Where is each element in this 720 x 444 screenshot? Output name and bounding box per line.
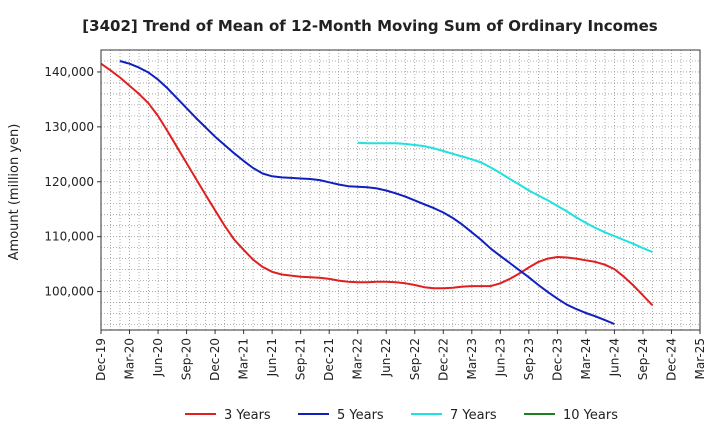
y-axis-label: Amount (million yen) — [7, 124, 22, 261]
series-line-3-years — [100, 62, 654, 306]
x-tick-label: Sep-24 — [636, 338, 650, 380]
x-tick-label: Dec-24 — [664, 338, 678, 381]
y-tick-label: 130,000 — [44, 120, 94, 134]
x-tick-label: Sep-20 — [180, 338, 194, 380]
y-tick-label: 110,000 — [44, 230, 94, 244]
legend-label-10-years: 10 Years — [563, 408, 618, 423]
series-line-7-years — [357, 141, 653, 253]
x-tick-label: Jun-21 — [265, 338, 279, 377]
x-tick-label: Dec-21 — [322, 338, 336, 381]
x-tick-label: Mar-25 — [693, 338, 707, 379]
legend-label-5-years: 5 Years — [337, 408, 384, 423]
x-tick-label: Mar-21 — [237, 338, 251, 379]
x-tick-label: Mar-22 — [351, 338, 365, 379]
y-tick-label: 120,000 — [44, 175, 94, 189]
y-tick-label: 100,000 — [44, 285, 94, 299]
legend-label-7-years: 7 Years — [450, 408, 497, 423]
x-tick-label: Jun-23 — [493, 338, 507, 377]
plot-area-frame — [100, 49, 701, 331]
legend-label-3-years: 3 Years — [224, 408, 271, 423]
x-tick-label: Sep-22 — [408, 338, 422, 380]
x-tick-label: Jun-20 — [151, 338, 165, 377]
x-tick-label: Mar-24 — [579, 338, 593, 379]
x-tick-label: Jun-24 — [607, 338, 621, 377]
x-tick-label: Dec-20 — [208, 338, 222, 381]
x-tick-label: Jun-22 — [379, 338, 393, 377]
series-lines — [100, 60, 654, 325]
legend: 3 Years 5 Years 7 Years 10 Years — [185, 408, 618, 423]
x-tick-label: Sep-21 — [294, 338, 308, 380]
x-tick-label: Dec-19 — [94, 338, 108, 381]
series-line-5-years — [119, 60, 615, 325]
grid-lines — [100, 49, 701, 330]
y-tick-label: 140,000 — [44, 65, 94, 79]
chart-title: [3402] Trend of Mean of 12-Month Moving … — [82, 17, 657, 35]
x-tick-label: Sep-23 — [522, 338, 536, 380]
x-tick-label: Dec-23 — [550, 338, 564, 381]
x-tick-label: Dec-22 — [436, 338, 450, 381]
y-axis-ticks: 100,000 110,000 120,000 130,000 140,000 — [44, 65, 101, 299]
x-axis-ticks: Dec-19 Mar-20 Jun-20 Sep-20 Dec-20 Mar-21 Jun-… — [94, 330, 707, 381]
x-tick-label: Mar-20 — [123, 338, 137, 379]
x-tick-label: Mar-23 — [465, 338, 479, 379]
